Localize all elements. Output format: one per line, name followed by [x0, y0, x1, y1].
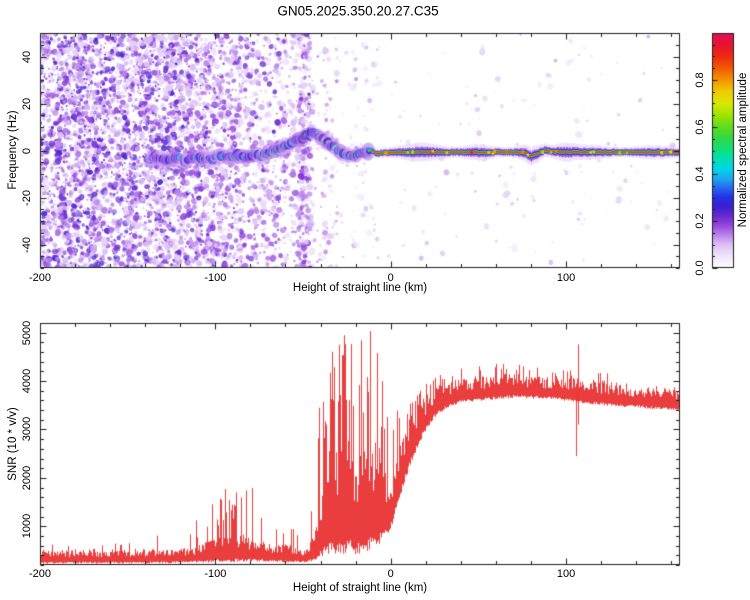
- snr-y-tick-label: 3000: [21, 417, 33, 442]
- spectrogram-y-axis-label: Frequency (Hz): [7, 110, 19, 190]
- spectrogram-x-tick-label: -100: [204, 272, 227, 284]
- spectrogram-y-tick-label: -40: [21, 236, 33, 253]
- spectrogram-y-tick-label: 40: [21, 50, 33, 63]
- colorbar-tick-label: 0.0: [694, 260, 706, 276]
- spectrogram-x-tick-label: -200: [28, 272, 52, 284]
- spectrogram-x-tick-label: 100: [556, 272, 576, 284]
- snr-y-tick-label: 4000: [21, 368, 33, 394]
- spectrogram-x-axis-label: Height of straight line (km): [292, 282, 428, 294]
- snr-x-tick-label: -100: [204, 568, 227, 580]
- snr-x-tick-label: 0: [387, 568, 394, 580]
- colorbar-tick-label: 0.4: [694, 166, 706, 182]
- snr-y-tick-label: 5000: [21, 320, 33, 345]
- colorbar-tick-label: 0.2: [694, 213, 706, 229]
- figure-title: GN05.2025.350.20.27.C35: [277, 3, 439, 19]
- spectrogram-x-tick-label: 0: [387, 272, 394, 284]
- snr-y-axis-label: SNR (10 * v/v): [7, 407, 19, 481]
- snr-x-tick-label: -200: [28, 568, 52, 580]
- colorbar-tick-label: 0.6: [694, 119, 706, 135]
- snr-x-axis-label: Height of straight line (km): [292, 582, 428, 594]
- snr-y-tick-label: 1000: [21, 514, 33, 539]
- spectrogram-y-tick-label: -20: [21, 189, 33, 206]
- colorbar-tick-label: 0.8: [694, 72, 706, 88]
- snr-x-tick-label: 100: [556, 568, 576, 580]
- colorbar-label: Normalized spectral amplitude: [737, 72, 749, 228]
- spectrogram-y-tick-label: 0: [21, 147, 33, 154]
- snr-y-tick-label: 2000: [21, 465, 33, 491]
- spectrogram-y-tick-label: 20: [21, 97, 33, 110]
